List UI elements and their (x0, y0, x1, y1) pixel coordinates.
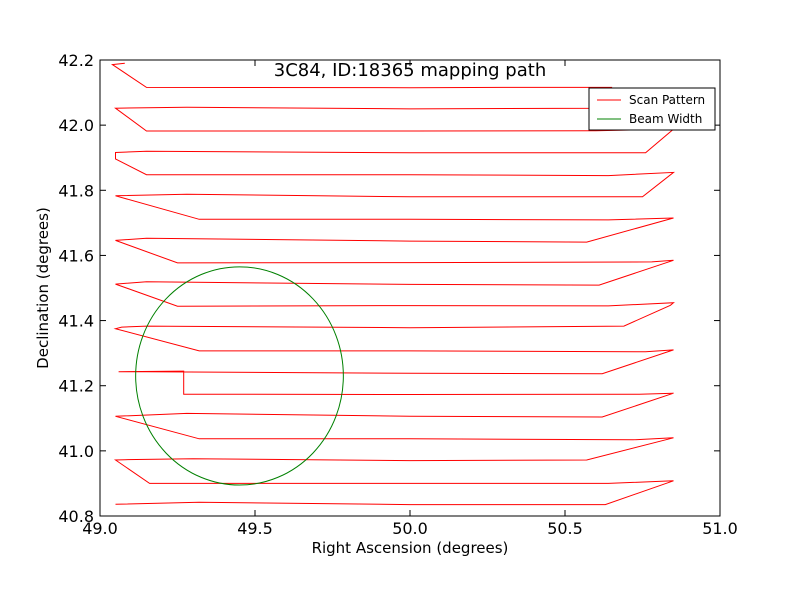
x-axis-label: Right Ascension (degrees) (312, 539, 509, 557)
legend-entry-label: Beam Width (629, 112, 702, 126)
scan-pattern-line (110, 62, 676, 506)
y-tick-label: 42.0 (58, 116, 94, 135)
y-tick-label: 41.2 (58, 377, 94, 396)
x-tick-label: 51.0 (702, 519, 738, 538)
y-tick-label: 42.2 (58, 51, 94, 70)
plot-area (110, 62, 676, 506)
y-tick-label: 41.8 (58, 181, 94, 200)
legend-entry-label: Scan Pattern (629, 93, 705, 107)
y-tick-label: 41.0 (58, 442, 94, 461)
x-tick-label: 50.5 (547, 519, 583, 538)
y-tick-label: 41.6 (58, 246, 94, 265)
x-tick-label: 49.0 (82, 519, 118, 538)
y-tick-label: 40.8 (58, 507, 94, 526)
x-tick-label: 50.0 (392, 519, 428, 538)
y-axis-label: Declination (degrees) (34, 207, 52, 369)
x-tick-label: 49.5 (237, 519, 273, 538)
beam-width-circle (135, 266, 344, 486)
axis-ticks: 49.0 49.5 50.0 50.5 51.0 40.8 41.0 41.2 41.4 41.6… (58, 51, 737, 538)
legend: Scan Pattern Beam Width (588, 87, 716, 131)
legend-box (588, 87, 716, 131)
y-tick-label: 41.4 (58, 312, 94, 331)
chart-title: 3C84, ID:18365 mapping path (274, 60, 546, 81)
